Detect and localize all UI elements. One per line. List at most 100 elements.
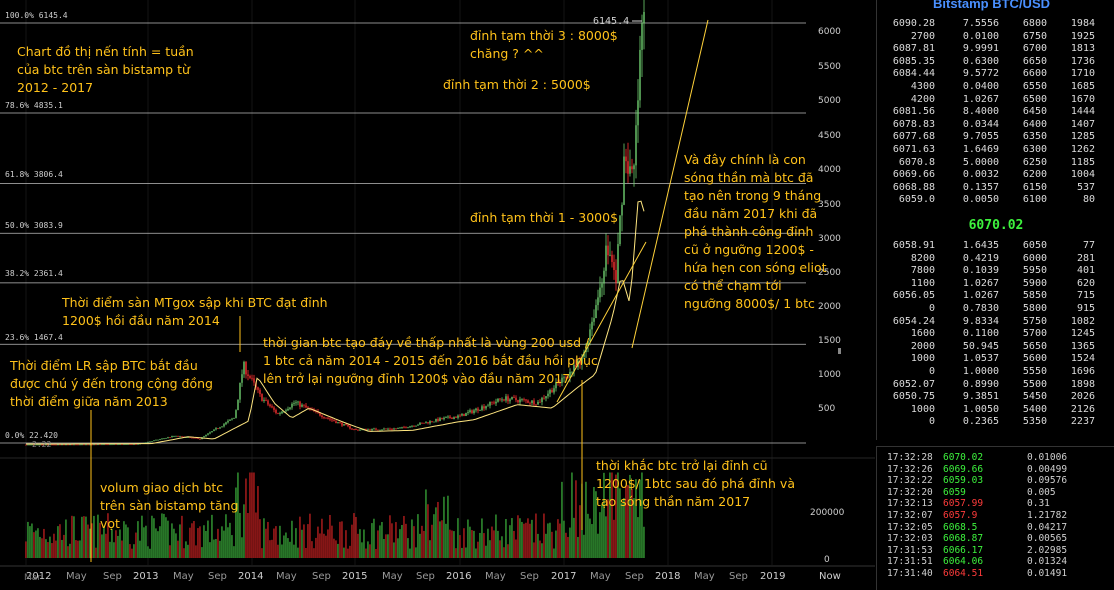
volume-bar (591, 524, 593, 558)
candle-body (641, 23, 643, 50)
volume-bar (541, 543, 543, 558)
bid-cell: 1.0537 (962, 353, 999, 365)
candle-body (389, 428, 391, 430)
candle-body (527, 400, 529, 403)
candle-body (123, 444, 125, 445)
ytick-3500: 3500 (818, 200, 841, 210)
candle-body (193, 437, 195, 439)
bid-row: 7800 0.1039 5950 401 (877, 265, 1114, 278)
candle-body (631, 166, 633, 170)
candle-body (555, 382, 557, 389)
ask-cell: 6090.28 (892, 18, 935, 29)
volume-bar (61, 539, 63, 558)
volume-bar (247, 513, 249, 558)
ytick-4000: 4000 (818, 165, 841, 175)
candle-body (181, 436, 183, 438)
volume-bar (479, 532, 481, 558)
bid-cell: 5450 (1022, 391, 1047, 403)
ask-cell: 7.5556 (962, 18, 999, 29)
chart-area[interactable]: 100.0% 6145.4 78.6% 4835.1 61.8% 3806.4 … (0, 0, 875, 589)
volume-bar (199, 526, 201, 558)
candle-body (99, 444, 101, 446)
candle-body (111, 444, 113, 446)
candle-body (461, 413, 463, 416)
ask-row: 6078.83 0.0344 6400 1407 (877, 119, 1114, 132)
volume-bar (355, 516, 357, 558)
candle-body (247, 374, 249, 377)
volume-bar (433, 514, 435, 558)
volume-bar (429, 540, 431, 558)
fib-label-0: 0.0% 22.420 (5, 431, 58, 440)
xtick-mar-2012: Mar (24, 573, 41, 583)
candle-body (225, 422, 227, 425)
volume-bar (379, 525, 381, 558)
volume-bar (283, 535, 285, 558)
ask-row: 6071.63 1.6469 6300 1262 (877, 144, 1114, 157)
candle-body (407, 427, 409, 429)
volume-bar (57, 526, 59, 558)
volume-bar (595, 491, 597, 558)
xtick-may-2016: May (485, 571, 506, 582)
volume-bar (361, 542, 363, 558)
candle-body (523, 399, 525, 401)
candle-body (419, 422, 421, 425)
trade-cell: 6057.9 (943, 510, 978, 521)
candle-body (69, 444, 71, 446)
candle-body (329, 418, 331, 420)
volume-bar (149, 548, 151, 558)
volume-bar (231, 535, 233, 558)
trade-cell: 6066.17 (943, 544, 984, 556)
candle-body (167, 437, 169, 439)
candle-body (135, 444, 137, 445)
ask-cell: 8.4000 (962, 106, 999, 118)
volume-bar (141, 515, 143, 558)
volume-bar (563, 520, 565, 558)
volume-bar (589, 518, 591, 558)
volume-bar (53, 533, 55, 558)
price-chart-svg[interactable] (0, 0, 875, 589)
volume-bar (425, 489, 427, 558)
volume-bar (569, 527, 571, 558)
volume-bar (551, 531, 553, 558)
volume-bar (327, 529, 329, 558)
bid-cell: 1100 (910, 277, 935, 289)
volume-bar (113, 542, 115, 558)
bid-row: 2000 50.945 5650 1365 (877, 341, 1114, 354)
bid-row: 0 1.0000 5550 1696 (877, 366, 1114, 379)
candle-body (365, 428, 367, 431)
candle-body (335, 421, 337, 424)
ask-cell: 1.0267 (962, 93, 999, 105)
candle-body (97, 444, 99, 446)
trade-cell: 17:31:51 (887, 556, 933, 568)
candle-body (589, 329, 591, 342)
candle-body (347, 424, 349, 427)
ask-cell: 6800 (1022, 18, 1047, 29)
candle-body (431, 421, 433, 422)
volume-bar (203, 525, 205, 558)
trade-cell: 17:31:40 (887, 568, 933, 579)
candle-body (199, 438, 201, 440)
xtick-now: Now (819, 571, 841, 582)
volume-bar (197, 528, 199, 558)
volume-bar (363, 529, 365, 558)
volume-bar (27, 521, 29, 558)
volume-bar (41, 538, 43, 558)
bid-cell: 915 (1076, 303, 1095, 314)
volume-bar (509, 525, 511, 558)
volume-bar (399, 529, 401, 558)
volume-bar (437, 501, 439, 558)
bid-cell: 0 (928, 303, 935, 314)
volume-bar (573, 517, 575, 558)
annotation-peak-1: đỉnh tạm thời 1 - 3000$ (470, 210, 619, 225)
candle-body (573, 364, 575, 372)
candle-body (531, 400, 533, 403)
candle-body (507, 396, 509, 402)
candle-body (369, 429, 371, 431)
candle-body (627, 161, 629, 174)
candle-body (427, 422, 429, 424)
trade-row: 17:32:07 6057.9 1.21782 (877, 510, 1114, 521)
candle-body (375, 428, 377, 430)
volume-bar (209, 542, 211, 558)
volume-bar (571, 472, 573, 558)
ask-cell: 5.0000 (962, 156, 999, 168)
